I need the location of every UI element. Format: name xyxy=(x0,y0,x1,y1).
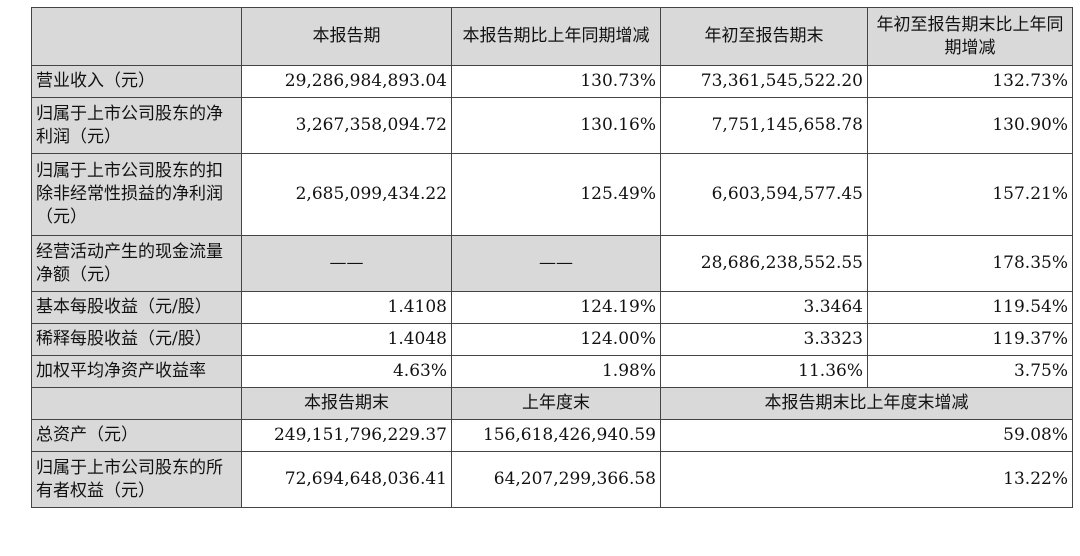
cell-value: 178.35% xyxy=(867,235,1073,292)
cell-value: 1.4048 xyxy=(241,323,452,356)
row-label: 稀释每股收益（元/股） xyxy=(31,323,242,356)
cell-value: 73,361,545,522.20 xyxy=(660,65,868,98)
cell-value: 13.22% xyxy=(660,451,1073,508)
cell-value: 3.3464 xyxy=(660,291,868,324)
table-row: 归属于上市公司股东的净利润（元） 3,267,358,094.72 130.16… xyxy=(31,97,1073,154)
cell-value-empty: —— xyxy=(451,235,661,292)
row-label: 归属于上市公司股东的所有者权益（元） xyxy=(31,451,242,508)
table-row: 归属于上市公司股东的扣除非经常性损益的净利润（元） 2,685,099,434.… xyxy=(31,153,1073,236)
cell-value: 119.54% xyxy=(867,291,1073,324)
row-label: 加权平均净资产收益率 xyxy=(31,355,242,388)
financial-summary-table: 本报告期 本报告期比上年同期增减 年初至报告期末 年初至报告期末比上年同期增减 … xyxy=(31,7,1073,508)
cell-value: 1.4108 xyxy=(241,291,452,324)
cell-value: 11.36% xyxy=(660,355,868,388)
cell-value: 119.37% xyxy=(867,323,1073,356)
cell-value: 130.90% xyxy=(867,97,1073,154)
header-ytd-yoy: 年初至报告期末比上年同期增减 xyxy=(867,7,1073,66)
cell-value: 125.49% xyxy=(451,153,661,236)
cell-value: 124.00% xyxy=(451,323,661,356)
row-label: 基本每股收益（元/股） xyxy=(31,291,242,324)
header-current-period-yoy: 本报告期比上年同期增减 xyxy=(451,7,661,66)
header-row: 本报告期 本报告期比上年同期增减 年初至报告期末 年初至报告期末比上年同期增减 xyxy=(31,7,1073,66)
row-label: 经营活动产生的现金流量净额（元） xyxy=(31,235,242,292)
header-current-period: 本报告期 xyxy=(241,7,452,66)
cell-value: 156,618,426,940.59 xyxy=(451,419,661,452)
row-label: 营业收入（元） xyxy=(31,65,242,98)
table-row: 稀释每股收益（元/股） 1.4048 124.00% 3.3323 119.37… xyxy=(31,323,1073,356)
cell-value: 157.21% xyxy=(867,153,1073,236)
cell-value: 4.63% xyxy=(241,355,452,388)
row-label: 总资产（元） xyxy=(31,419,242,452)
cell-value: 64,207,299,366.58 xyxy=(451,451,661,508)
header-corner-cell xyxy=(31,7,242,66)
table-row: 加权平均净资产收益率 4.63% 1.98% 11.36% 3.75% xyxy=(31,355,1073,388)
header-period-end-change: 本报告期末比上年度末增减 xyxy=(660,387,1073,420)
cell-value: 3,267,358,094.72 xyxy=(241,97,452,154)
cell-value: 7,751,145,658.78 xyxy=(660,97,868,154)
table-row: 总资产（元） 249,151,796,229.37 156,618,426,94… xyxy=(31,419,1073,452)
table-row: 基本每股收益（元/股） 1.4108 124.19% 3.3464 119.54… xyxy=(31,291,1073,324)
cell-value: 2,685,099,434.22 xyxy=(241,153,452,236)
cell-value: 3.3323 xyxy=(660,323,868,356)
cell-value-empty: —— xyxy=(241,235,452,292)
subheader-corner-cell xyxy=(31,387,242,420)
cell-value: 29,286,984,893.04 xyxy=(241,65,452,98)
cell-value: 249,151,796,229.37 xyxy=(241,419,452,452)
cell-value: 124.19% xyxy=(451,291,661,324)
cell-value: 59.08% xyxy=(660,419,1073,452)
row-label: 归属于上市公司股东的净利润（元） xyxy=(31,97,242,154)
cell-value: 72,694,648,036.41 xyxy=(241,451,452,508)
row-label: 归属于上市公司股东的扣除非经常性损益的净利润（元） xyxy=(31,153,242,236)
cell-value: 130.16% xyxy=(451,97,661,154)
cell-value: 130.73% xyxy=(451,65,661,98)
header-prior-year-end: 上年度末 xyxy=(451,387,661,420)
cell-value: 1.98% xyxy=(451,355,661,388)
subheader-row: 本报告期末 上年度末 本报告期末比上年度末增减 xyxy=(31,387,1073,420)
cell-value: 6,603,594,577.45 xyxy=(660,153,868,236)
cell-value: 3.75% xyxy=(867,355,1073,388)
cell-value: 28,686,238,552.55 xyxy=(660,235,868,292)
table-row: 归属于上市公司股东的所有者权益（元） 72,694,648,036.41 64,… xyxy=(31,451,1073,508)
table-row: 营业收入（元） 29,286,984,893.04 130.73% 73,361… xyxy=(31,65,1073,98)
table-row: 经营活动产生的现金流量净额（元） —— —— 28,686,238,552.55… xyxy=(31,235,1073,292)
header-ytd: 年初至报告期末 xyxy=(660,7,868,66)
cell-value: 132.73% xyxy=(867,65,1073,98)
header-period-end: 本报告期末 xyxy=(241,387,452,420)
